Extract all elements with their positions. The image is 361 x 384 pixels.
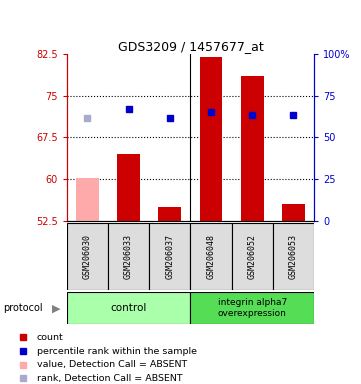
- Bar: [76, 178, 99, 221]
- Bar: [117, 154, 140, 221]
- Text: control: control: [110, 303, 147, 313]
- Bar: [67, 292, 191, 324]
- Text: percentile rank within the sample: percentile rank within the sample: [37, 346, 197, 356]
- Text: value, Detection Call = ABSENT: value, Detection Call = ABSENT: [37, 360, 187, 369]
- Text: protocol: protocol: [4, 303, 43, 313]
- Bar: [191, 292, 314, 324]
- Bar: [200, 56, 222, 221]
- Text: ▶: ▶: [52, 303, 60, 313]
- Text: rank, Detection Call = ABSENT: rank, Detection Call = ABSENT: [37, 374, 182, 383]
- Bar: [232, 223, 273, 290]
- Bar: [67, 223, 108, 290]
- Text: count: count: [37, 333, 64, 342]
- Bar: [282, 204, 305, 221]
- Title: GDS3209 / 1457677_at: GDS3209 / 1457677_at: [118, 40, 263, 53]
- Bar: [191, 223, 232, 290]
- Text: integrin alpha7
overexpression: integrin alpha7 overexpression: [218, 298, 287, 318]
- Text: GSM206033: GSM206033: [124, 234, 133, 279]
- Text: GSM206030: GSM206030: [83, 234, 92, 279]
- Bar: [108, 223, 149, 290]
- Bar: [273, 223, 314, 290]
- Text: GSM206053: GSM206053: [289, 234, 298, 279]
- Text: GSM206037: GSM206037: [165, 234, 174, 279]
- Bar: [158, 207, 181, 221]
- Bar: [241, 76, 264, 221]
- Bar: [149, 223, 191, 290]
- Text: GSM206048: GSM206048: [206, 234, 216, 279]
- Text: GSM206052: GSM206052: [248, 234, 257, 279]
